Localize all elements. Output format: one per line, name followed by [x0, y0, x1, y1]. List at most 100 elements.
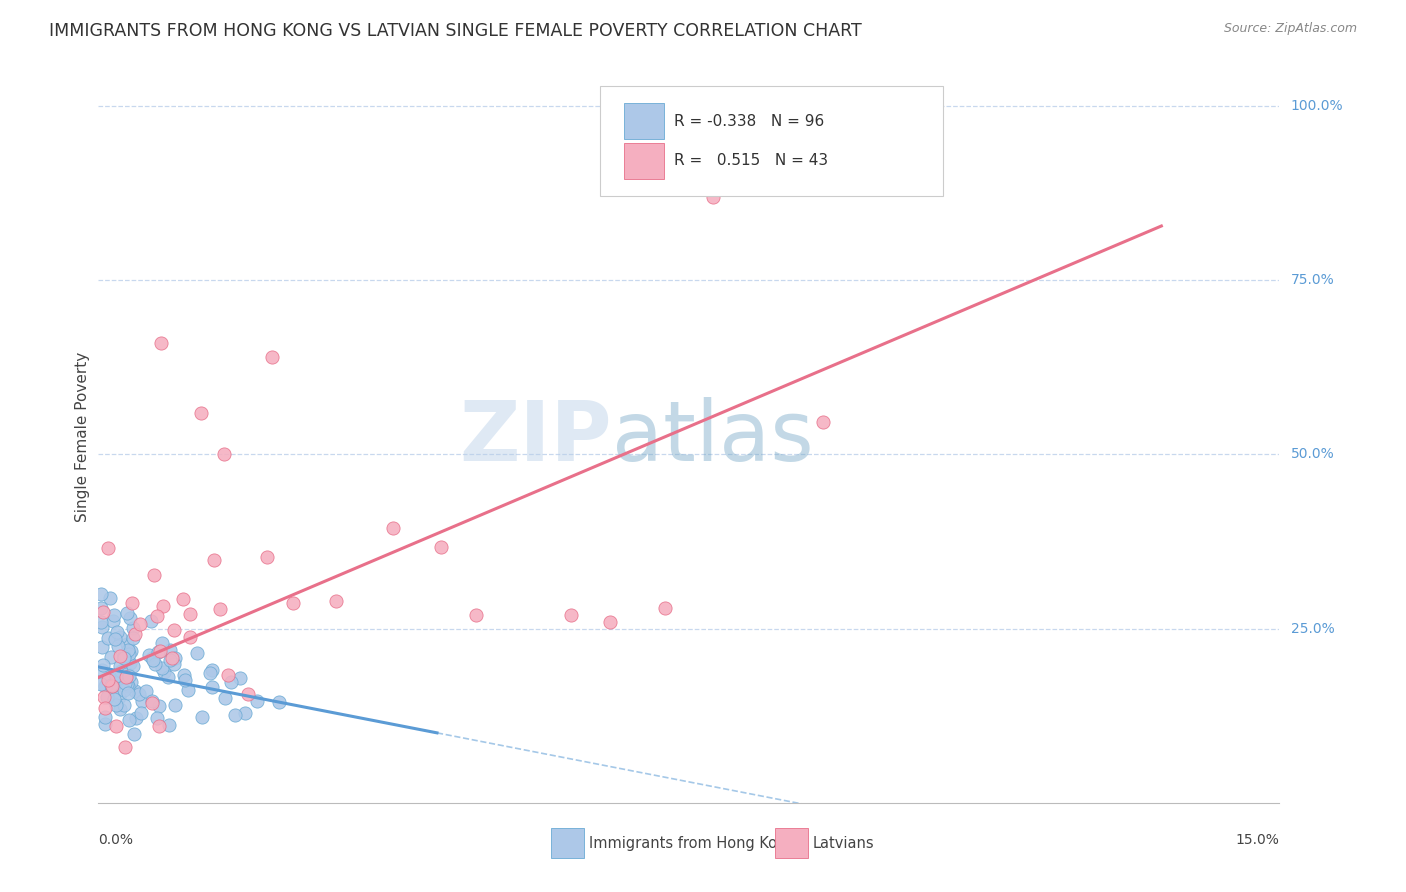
Point	[129, 706, 152, 720]
Point	[325, 594, 347, 608]
Point	[260, 350, 283, 364]
Point	[120, 656, 142, 670]
Text: 75.0%: 75.0%	[1291, 273, 1334, 287]
Point	[103, 683, 125, 698]
Point	[179, 607, 201, 621]
Point	[97, 673, 120, 687]
Point	[97, 541, 120, 556]
Point	[229, 671, 252, 685]
Point	[148, 645, 170, 659]
Text: 50.0%: 50.0%	[1291, 448, 1334, 461]
Point	[108, 690, 131, 704]
Point	[146, 711, 169, 725]
Point	[94, 700, 117, 714]
Point	[149, 644, 172, 658]
Point	[235, 706, 257, 720]
Point	[125, 711, 148, 725]
Point	[117, 667, 139, 681]
Point	[281, 596, 304, 610]
FancyBboxPatch shape	[624, 143, 664, 178]
Point	[104, 669, 127, 683]
Point	[201, 680, 224, 694]
Point	[96, 690, 118, 705]
Point	[91, 605, 114, 619]
Point	[103, 615, 125, 629]
Point	[224, 707, 246, 722]
Point	[101, 679, 124, 693]
Point	[112, 648, 135, 663]
Point	[190, 710, 212, 724]
Point	[103, 607, 125, 622]
Point	[105, 719, 128, 733]
Point	[165, 651, 187, 665]
Text: IMMIGRANTS FROM HONG KONG VS LATVIAN SINGLE FEMALE POVERTY CORRELATION CHART: IMMIGRANTS FROM HONG KONG VS LATVIAN SIN…	[49, 22, 862, 40]
Point	[114, 651, 136, 665]
Point	[208, 601, 231, 615]
Text: Immigrants from Hong Kong: Immigrants from Hong Kong	[589, 836, 796, 851]
Point	[90, 600, 112, 615]
Point	[138, 648, 160, 662]
Point	[148, 719, 170, 733]
Text: ZIP: ZIP	[460, 397, 612, 477]
Point	[159, 643, 181, 657]
Point	[90, 587, 112, 601]
Point	[150, 661, 173, 675]
Point	[146, 609, 169, 624]
Point	[152, 599, 174, 613]
Y-axis label: Single Female Poverty: Single Female Poverty	[75, 352, 90, 522]
Point	[186, 646, 208, 660]
Point	[131, 694, 153, 708]
Point	[94, 710, 117, 724]
Point	[236, 687, 259, 701]
Point	[811, 415, 834, 429]
Point	[117, 679, 139, 693]
Point	[142, 653, 165, 667]
Text: R =   0.515   N = 43: R = 0.515 N = 43	[673, 153, 828, 168]
Point	[104, 698, 127, 712]
Point	[430, 540, 453, 554]
Point	[163, 623, 186, 637]
Point	[97, 632, 120, 646]
Point	[110, 664, 132, 678]
Point	[201, 663, 224, 677]
Point	[152, 636, 174, 650]
Point	[159, 653, 181, 667]
Point	[141, 696, 163, 710]
Point	[148, 698, 170, 713]
Point	[112, 683, 135, 698]
Point	[112, 651, 135, 665]
Point	[121, 596, 143, 610]
Point	[163, 698, 186, 712]
Point	[219, 675, 242, 690]
Point	[93, 690, 115, 705]
Point	[114, 675, 136, 690]
Text: 0.0%: 0.0%	[98, 833, 134, 847]
FancyBboxPatch shape	[600, 86, 943, 195]
Text: 25.0%: 25.0%	[1291, 622, 1334, 636]
Point	[94, 717, 117, 731]
Point	[117, 642, 139, 657]
Point	[98, 671, 121, 685]
Point	[176, 683, 198, 698]
Point	[98, 591, 121, 605]
Point	[105, 625, 128, 640]
Point	[110, 631, 132, 645]
Point	[654, 600, 676, 615]
Point	[118, 611, 141, 625]
Point	[100, 649, 122, 664]
Point	[118, 669, 141, 683]
Text: 100.0%: 100.0%	[1291, 99, 1343, 113]
Point	[108, 649, 131, 664]
Point	[465, 607, 488, 622]
Point	[179, 630, 201, 644]
Point	[115, 677, 138, 691]
Point	[90, 663, 112, 677]
Point	[128, 687, 150, 701]
Point	[90, 677, 112, 691]
Point	[202, 552, 225, 566]
Point	[105, 676, 128, 690]
Point	[702, 190, 724, 204]
Point	[153, 665, 176, 680]
Point	[150, 336, 173, 351]
Point	[120, 644, 142, 658]
